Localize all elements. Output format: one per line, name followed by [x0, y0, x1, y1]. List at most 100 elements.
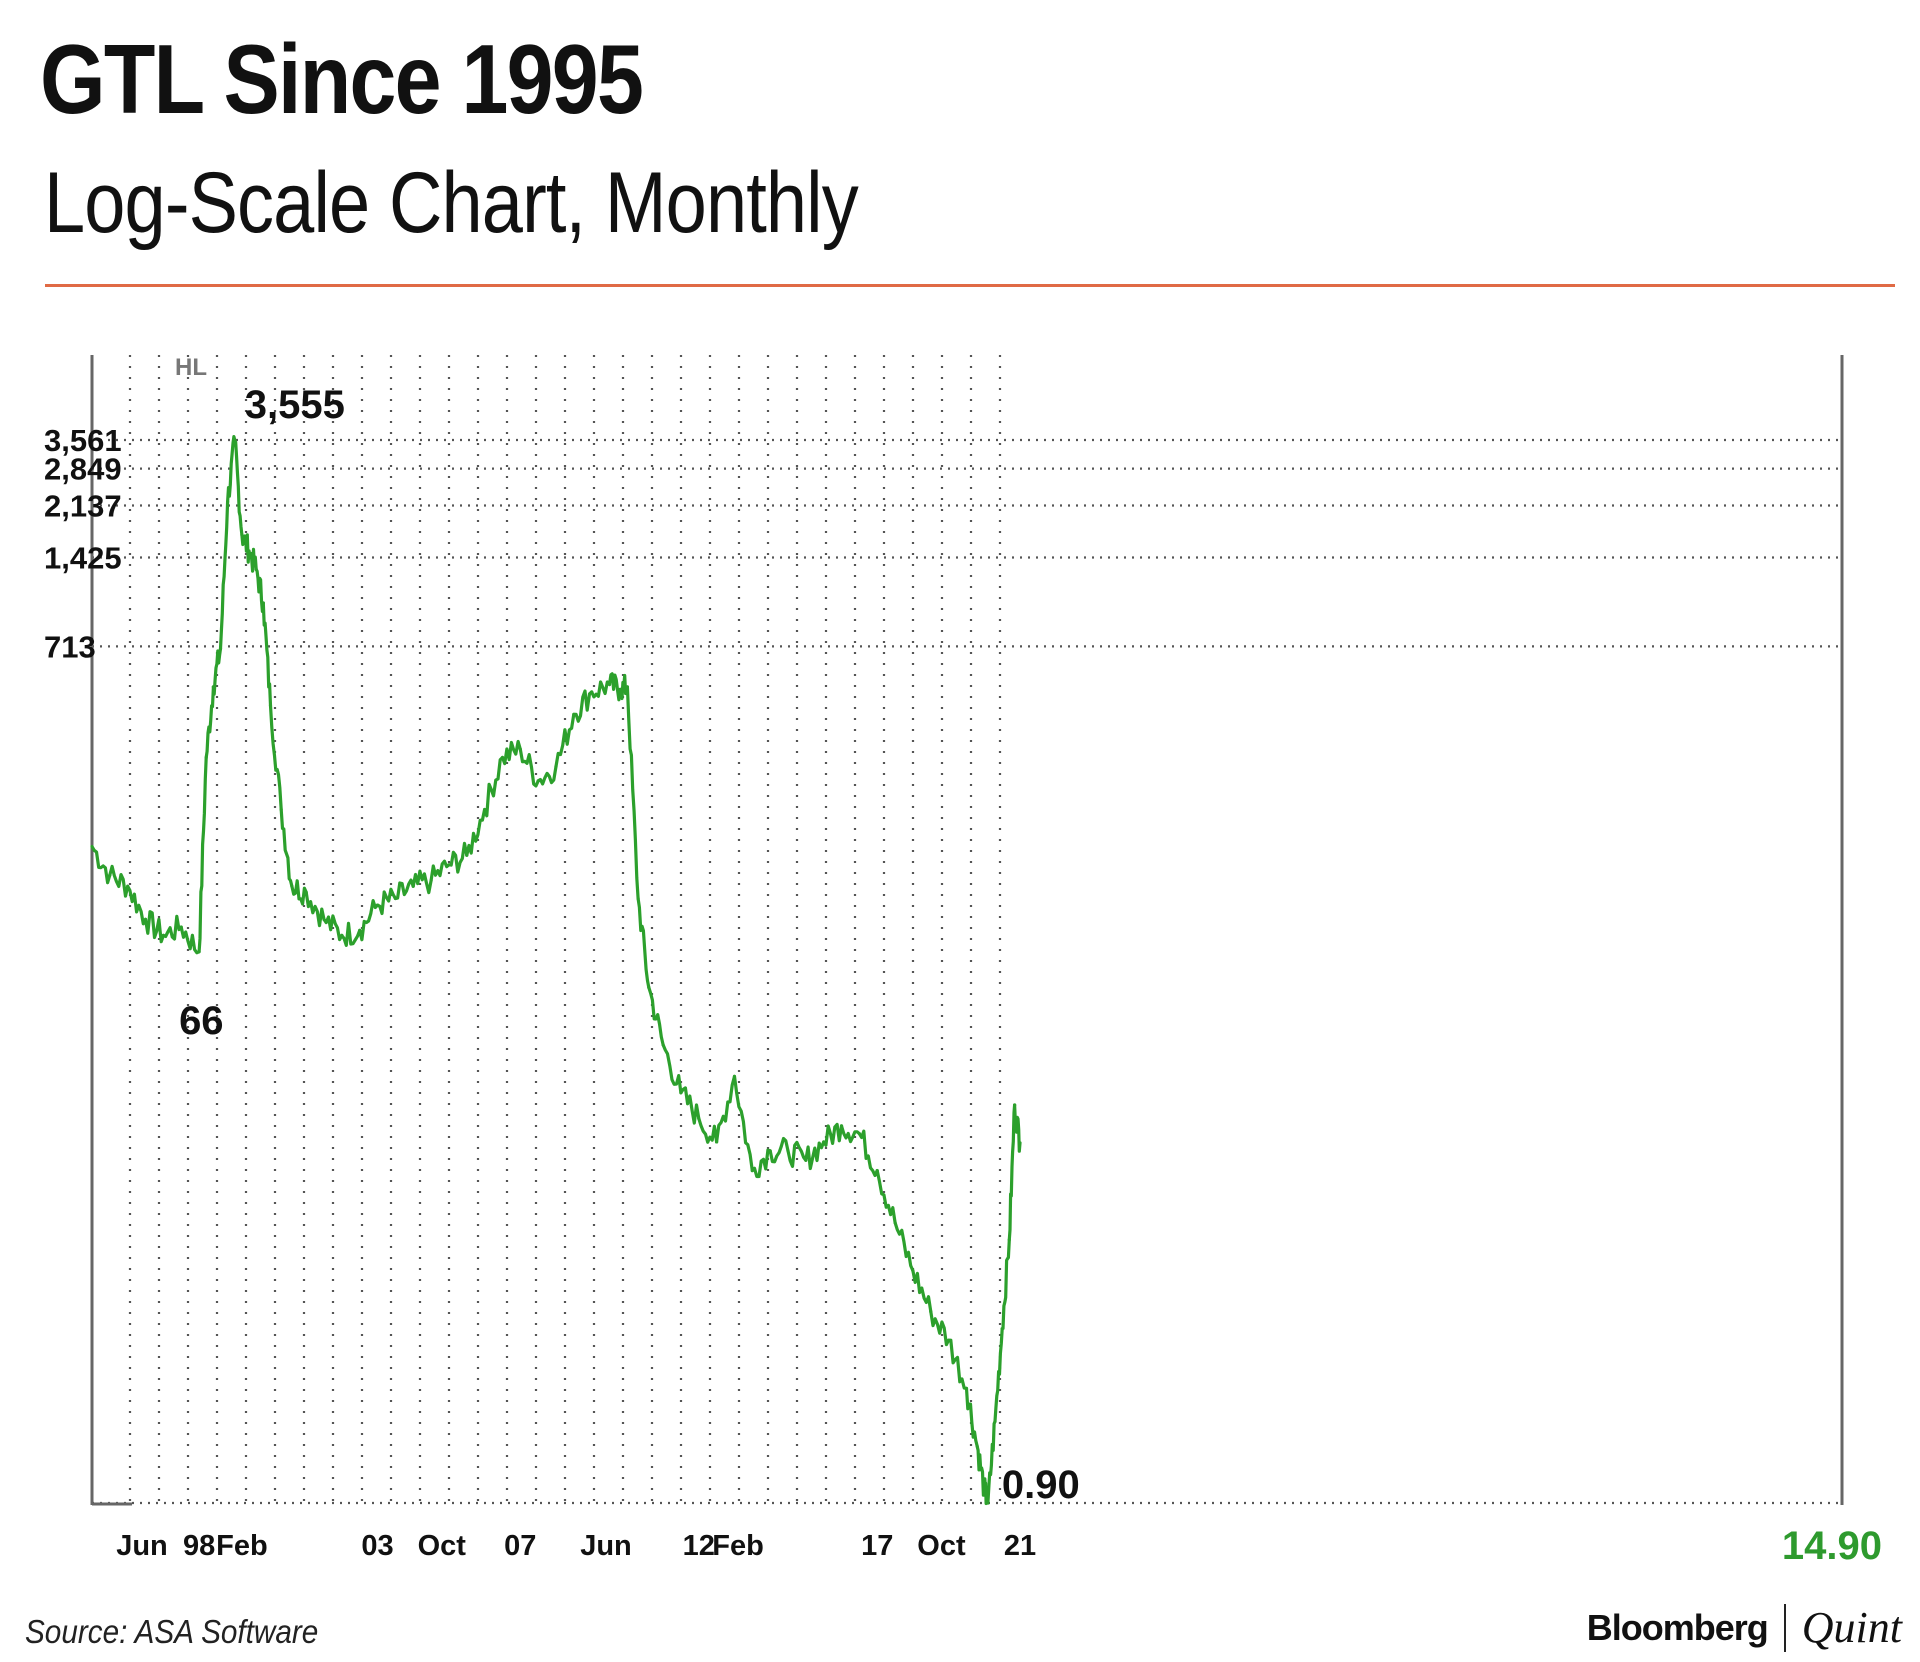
chart-axes [90, 355, 1844, 1506]
data-point [483, 807, 487, 812]
series-line-gtl [90, 435, 1022, 1506]
data-point [143, 917, 148, 921]
data-point [647, 985, 651, 990]
y-tick-label: 3,561 [44, 423, 122, 458]
data-point [226, 500, 230, 504]
source-note: Source: ASA Software [25, 1613, 319, 1650]
brand-primary: Bloomberg [1586, 1606, 1769, 1648]
data-point [411, 884, 415, 888]
data-point [1013, 1103, 1017, 1107]
data-point [90, 844, 94, 849]
title-divider [45, 284, 1895, 287]
data-point [986, 1501, 990, 1505]
data-point [822, 1140, 826, 1144]
data-point [768, 1149, 772, 1153]
data-point [679, 1091, 683, 1095]
data-point [857, 1132, 861, 1136]
data-point [982, 1487, 986, 1492]
data-point [1007, 1238, 1011, 1242]
data-point [750, 1168, 754, 1173]
data-point [893, 1221, 897, 1225]
x-tick-label: 17 [861, 1530, 893, 1560]
data-point [393, 896, 397, 901]
data-point [804, 1158, 808, 1162]
x-tick-label: 98 [183, 1530, 215, 1560]
data-point [964, 1386, 969, 1390]
data-point [975, 1444, 979, 1448]
data-point [179, 925, 183, 929]
data-point [240, 533, 244, 537]
data-point [233, 438, 237, 442]
annotation-label: 3,555 [245, 383, 345, 427]
x-tick-label: Feb [216, 1530, 268, 1560]
data-point [993, 1419, 997, 1423]
data-point [254, 567, 258, 571]
data-point [554, 764, 558, 768]
y-tick-label: 1,425 [44, 541, 122, 576]
data-point [447, 863, 451, 867]
data-point [618, 687, 622, 691]
data-point [625, 685, 629, 689]
x-tick-label: 03 [361, 1530, 393, 1560]
x-tick-label: Oct [917, 1530, 966, 1560]
data-point [429, 878, 433, 883]
brand-separator [1783, 1603, 1786, 1652]
data-point [465, 853, 469, 857]
brand-secondary: Quint [1801, 1603, 1902, 1652]
data-point [211, 685, 215, 689]
brand-logo: Bloomberg Quint [1587, 1602, 1902, 1653]
data-point [108, 873, 112, 877]
data-point [261, 601, 265, 605]
y-tick-label: 2,849 [44, 452, 122, 487]
data-point [697, 1116, 701, 1121]
y-tick-label: 713 [44, 629, 96, 664]
data-point [161, 933, 165, 938]
y-tick-label: 2,137 [44, 489, 122, 524]
last-value-label: 14.90 [1782, 1524, 1882, 1560]
annotation-label: 0.90 [1002, 1463, 1080, 1507]
x-tick-label: Jun [116, 1530, 168, 1560]
data-point [839, 1124, 844, 1128]
data-point [786, 1149, 790, 1153]
data-point [911, 1269, 915, 1273]
data-point [536, 779, 540, 783]
x-tick-label: Feb [712, 1530, 764, 1560]
data-point [290, 884, 294, 888]
data-point [358, 928, 362, 932]
data-point [732, 1074, 737, 1078]
grid-lines [92, 355, 1842, 1505]
indicator-label: HL [175, 354, 207, 381]
data-point [1018, 1141, 1022, 1145]
data-point [500, 755, 505, 760]
x-tick-label: 07 [504, 1530, 536, 1560]
data-point [947, 1338, 951, 1342]
data-point [572, 712, 576, 716]
data-point [636, 896, 640, 901]
data-point [247, 549, 251, 553]
x-tick-label: Jun [580, 1530, 632, 1560]
data-point [304, 890, 308, 894]
chart-subtitle: Log-Scale Chart, Monthly [44, 155, 859, 251]
data-point [268, 703, 273, 708]
data-point [929, 1309, 933, 1314]
data-point [518, 747, 522, 751]
data-point [197, 950, 201, 954]
data-point [218, 647, 223, 651]
annotation-label: 66 [179, 999, 224, 1043]
data-point [126, 884, 130, 888]
data-point [375, 903, 380, 907]
x-tick-label: 12 [683, 1530, 715, 1560]
data-point [875, 1168, 879, 1173]
x-tick-label: 21 [1004, 1530, 1036, 1560]
data-point [340, 933, 344, 938]
series-group [90, 435, 1022, 1506]
data-point [590, 690, 594, 694]
x-tick-label: Oct [418, 1530, 467, 1560]
data-point [715, 1140, 719, 1144]
data-point [204, 755, 208, 760]
data-point [1000, 1327, 1004, 1331]
data-point [279, 807, 283, 812]
data-point [607, 682, 612, 687]
data-point [322, 917, 326, 921]
